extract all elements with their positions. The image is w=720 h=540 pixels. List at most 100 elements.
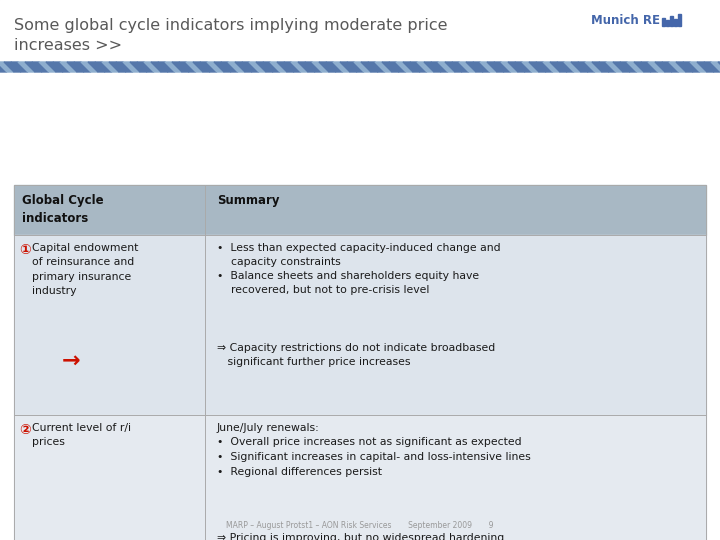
Polygon shape (172, 62, 189, 72)
Polygon shape (0, 62, 7, 72)
Text: •  Overall price increases not as significant as expected
•  Significant increas: • Overall price increases not as signifi… (217, 437, 531, 477)
Polygon shape (81, 62, 98, 72)
Polygon shape (95, 62, 112, 72)
Polygon shape (718, 62, 720, 72)
Text: ⇒ Pricing is improving, but no widespread hardening: ⇒ Pricing is improving, but no widesprea… (217, 533, 504, 540)
Text: increases >>: increases >> (14, 38, 122, 53)
Polygon shape (347, 62, 364, 72)
Polygon shape (487, 62, 504, 72)
Polygon shape (32, 62, 49, 72)
Polygon shape (102, 62, 119, 72)
Polygon shape (599, 62, 616, 72)
Polygon shape (200, 62, 217, 72)
Polygon shape (508, 62, 525, 72)
Polygon shape (459, 62, 476, 72)
Polygon shape (550, 62, 567, 72)
Polygon shape (396, 62, 413, 72)
Polygon shape (361, 62, 378, 72)
Polygon shape (620, 62, 637, 72)
Polygon shape (39, 62, 56, 72)
Polygon shape (74, 62, 91, 72)
Polygon shape (298, 62, 315, 72)
Polygon shape (53, 62, 70, 72)
Text: →: → (62, 351, 81, 371)
Polygon shape (529, 62, 546, 72)
Polygon shape (214, 62, 231, 72)
Polygon shape (88, 62, 105, 72)
Polygon shape (417, 62, 434, 72)
Polygon shape (431, 62, 448, 72)
Polygon shape (564, 62, 581, 72)
Polygon shape (221, 62, 238, 72)
Text: MARP – August Protst1 – AON Risk Services       September 2009       9: MARP – August Protst1 – AON Risk Service… (226, 521, 494, 530)
Bar (14, 415, 706, 540)
Polygon shape (571, 62, 588, 72)
Polygon shape (543, 62, 560, 72)
Polygon shape (116, 62, 133, 72)
Polygon shape (438, 62, 455, 72)
Polygon shape (389, 62, 406, 72)
Polygon shape (403, 62, 420, 72)
Polygon shape (46, 62, 63, 72)
Polygon shape (151, 62, 168, 72)
Polygon shape (655, 62, 672, 72)
Polygon shape (662, 62, 679, 72)
Polygon shape (466, 62, 483, 72)
Polygon shape (515, 62, 532, 72)
Polygon shape (312, 62, 329, 72)
Polygon shape (186, 62, 203, 72)
Polygon shape (452, 62, 469, 72)
Polygon shape (473, 62, 490, 72)
Polygon shape (697, 62, 714, 72)
Polygon shape (144, 62, 161, 72)
Polygon shape (11, 62, 28, 72)
Polygon shape (354, 62, 371, 72)
Polygon shape (375, 62, 392, 72)
Polygon shape (109, 62, 126, 72)
Polygon shape (207, 62, 224, 72)
Polygon shape (627, 62, 644, 72)
Polygon shape (634, 62, 651, 72)
Polygon shape (4, 62, 21, 72)
Polygon shape (123, 62, 140, 72)
Text: Global Cycle
indicators: Global Cycle indicators (22, 194, 104, 225)
Text: •  Less than expected capacity-induced change and
    capacity constraints
•  Ba: • Less than expected capacity-induced ch… (217, 243, 500, 295)
Bar (666, 20, 669, 26)
Polygon shape (382, 62, 399, 72)
Polygon shape (165, 62, 182, 72)
Bar (674, 19, 677, 26)
Polygon shape (333, 62, 350, 72)
Polygon shape (522, 62, 539, 72)
Polygon shape (235, 62, 252, 72)
Polygon shape (277, 62, 294, 72)
Text: Some global cycle indicators implying moderate price: Some global cycle indicators implying mo… (14, 18, 448, 33)
Polygon shape (648, 62, 665, 72)
Bar (14, 235, 706, 415)
Text: Capital endowment
of reinsurance and
primary insurance
industry: Capital endowment of reinsurance and pri… (32, 243, 138, 296)
Text: ⇒ Capacity restrictions do not indicate broadbased
   significant further price : ⇒ Capacity restrictions do not indicate … (217, 343, 495, 367)
Polygon shape (284, 62, 301, 72)
Polygon shape (193, 62, 210, 72)
Polygon shape (130, 62, 147, 72)
Polygon shape (0, 62, 14, 72)
Polygon shape (158, 62, 175, 72)
Polygon shape (501, 62, 518, 72)
Polygon shape (368, 62, 385, 72)
Polygon shape (25, 62, 42, 72)
Polygon shape (410, 62, 427, 72)
Text: Summary: Summary (217, 194, 279, 207)
Polygon shape (305, 62, 322, 72)
Polygon shape (291, 62, 308, 72)
Text: June/July renewals:: June/July renewals: (217, 423, 320, 433)
Bar (678, 14, 681, 26)
Polygon shape (249, 62, 266, 72)
Polygon shape (424, 62, 441, 72)
Bar (670, 16, 673, 26)
Polygon shape (228, 62, 245, 72)
Polygon shape (326, 62, 343, 72)
Text: ②: ② (19, 423, 31, 437)
Polygon shape (536, 62, 553, 72)
Polygon shape (676, 62, 693, 72)
Polygon shape (690, 62, 707, 72)
Polygon shape (711, 62, 720, 72)
